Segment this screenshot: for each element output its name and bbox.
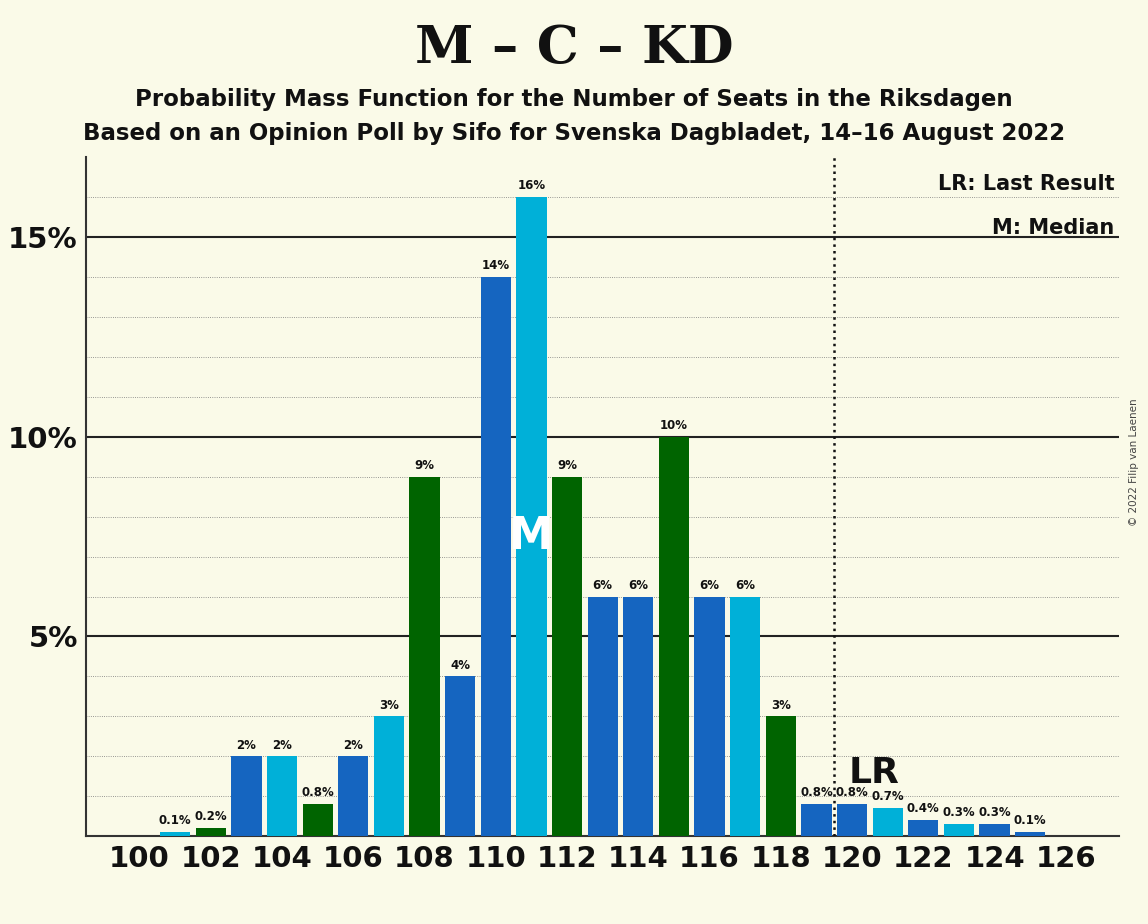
Text: 3%: 3% (379, 699, 398, 711)
Text: 0.8%: 0.8% (836, 786, 869, 799)
Bar (837, 804, 867, 836)
Text: 0.8%: 0.8% (800, 786, 832, 799)
Text: 2%: 2% (236, 738, 256, 751)
Text: 14%: 14% (482, 259, 510, 273)
Bar (1015, 833, 1046, 836)
Text: 0.4%: 0.4% (907, 802, 940, 816)
Bar (801, 804, 831, 836)
Text: 3%: 3% (771, 699, 791, 711)
Bar (410, 477, 440, 836)
Text: LR: Last Result: LR: Last Result (938, 174, 1114, 194)
Text: 10%: 10% (660, 419, 688, 432)
Text: 2%: 2% (272, 738, 292, 751)
Bar (766, 716, 796, 836)
Text: 6%: 6% (592, 578, 613, 591)
Bar (231, 757, 262, 836)
Bar (588, 597, 618, 836)
Text: 9%: 9% (414, 459, 435, 472)
Text: 0.1%: 0.1% (1014, 814, 1047, 827)
Bar (517, 197, 546, 836)
Text: LR: LR (848, 757, 899, 790)
Text: 0.1%: 0.1% (158, 814, 192, 827)
Text: 9%: 9% (557, 459, 577, 472)
Text: 0.7%: 0.7% (871, 790, 903, 804)
Bar (266, 757, 297, 836)
Bar (695, 597, 724, 836)
Bar (374, 716, 404, 836)
Text: 0.8%: 0.8% (301, 786, 334, 799)
Text: 16%: 16% (518, 179, 545, 192)
Bar (552, 477, 582, 836)
Text: 0.3%: 0.3% (978, 807, 1011, 820)
Bar (872, 808, 902, 836)
Text: 6%: 6% (699, 578, 720, 591)
Bar (303, 804, 333, 836)
Bar (339, 757, 369, 836)
Text: M – C – KD: M – C – KD (414, 23, 734, 74)
Text: M: M (510, 515, 553, 558)
Bar (445, 676, 475, 836)
Bar (730, 597, 760, 836)
Text: 6%: 6% (628, 578, 649, 591)
Text: Probability Mass Function for the Number of Seats in the Riksdagen: Probability Mass Function for the Number… (135, 88, 1013, 111)
Text: M: Median: M: Median (992, 218, 1114, 238)
Bar (623, 597, 653, 836)
Text: 6%: 6% (735, 578, 755, 591)
Text: © 2022 Filip van Laenen: © 2022 Filip van Laenen (1128, 398, 1139, 526)
Bar (979, 824, 1010, 836)
Bar (944, 824, 975, 836)
Text: 4%: 4% (450, 659, 471, 672)
Bar (160, 833, 191, 836)
Bar (481, 277, 511, 836)
Text: 0.3%: 0.3% (943, 807, 976, 820)
Text: Based on an Opinion Poll by Sifo for Svenska Dagbladet, 14–16 August 2022: Based on an Opinion Poll by Sifo for Sve… (83, 122, 1065, 145)
Bar (908, 821, 938, 836)
Bar (659, 437, 689, 836)
Text: 0.2%: 0.2% (194, 810, 227, 823)
Bar (195, 828, 226, 836)
Text: 2%: 2% (343, 738, 363, 751)
